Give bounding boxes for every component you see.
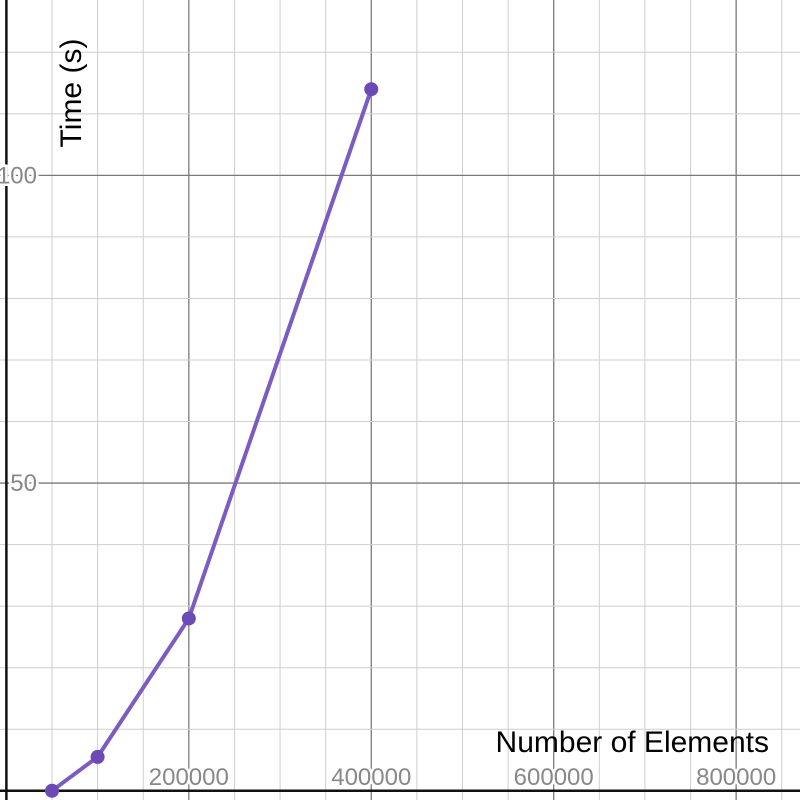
series-line [50,87,374,793]
y-tick-label: 50 [10,470,37,497]
x-tick-label: 200000 [149,764,229,791]
series [44,82,379,798]
data-point [181,611,196,626]
x-tick-label: 800000 [696,764,776,791]
x-tick-label: 400000 [331,764,411,791]
y-tick-label: 100 [0,162,37,189]
tick-labels: 200000 400000 600000 800000 50 100 [0,160,779,794]
x-axis-title: Number of Elements [496,726,769,759]
data-point [44,783,59,798]
y-axis-title: Time (s) [55,39,88,148]
x-tick-label: 600000 [514,764,594,791]
data-point [364,82,379,97]
data-point [90,749,105,764]
